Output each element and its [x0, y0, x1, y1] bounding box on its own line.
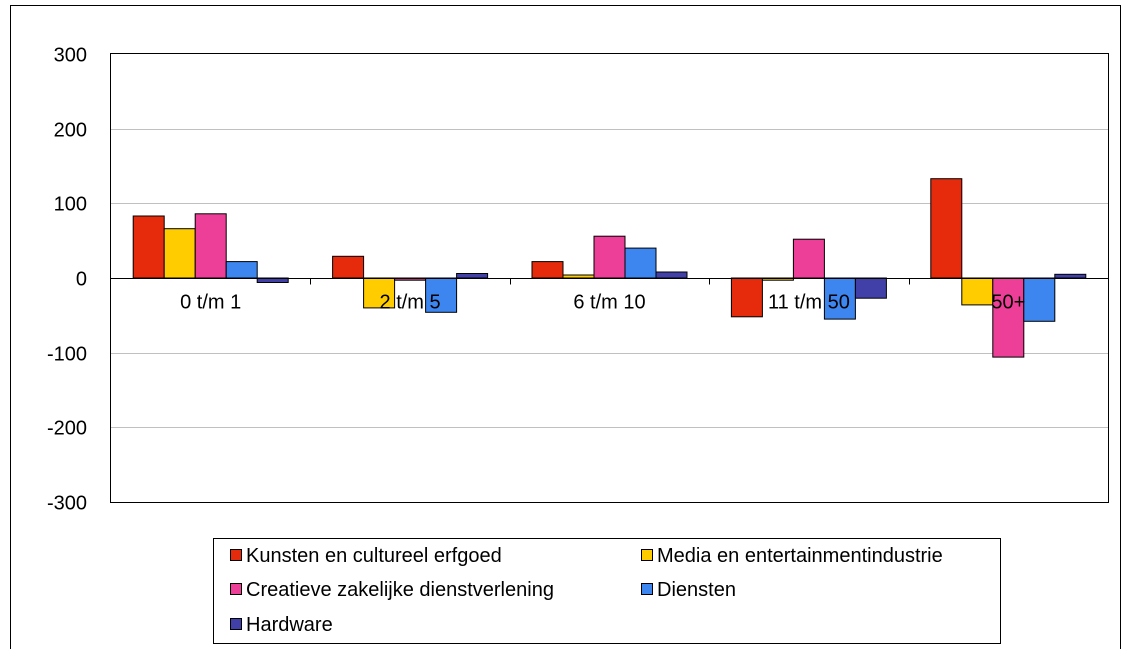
- legend-swatch: [641, 549, 653, 561]
- bars: [132, 178, 1087, 358]
- bar: [132, 215, 165, 279]
- bar: [332, 255, 365, 279]
- x-axis-tick-labels: 0 t/m 1 2 t/m 5 6 t/m 10 11 t/m 50 50+: [180, 292, 1025, 314]
- legend-swatch: [230, 618, 242, 630]
- legend-label: Hardware: [246, 614, 333, 636]
- x-tick-label: 2 t/m 5: [380, 292, 441, 314]
- y-axis-tick-labels: 300 200 100 0 -100 -200 -300: [47, 45, 87, 515]
- bar: [593, 235, 626, 279]
- bar: [531, 261, 564, 279]
- bar: [562, 274, 595, 279]
- legend: Kunsten en cultureel erfgoed Media en ent…: [230, 545, 943, 636]
- x-tick-label: 6 t/m 10: [573, 292, 645, 314]
- legend-box: [213, 538, 1001, 644]
- bar: [425, 277, 458, 313]
- bar: [456, 273, 489, 279]
- bar: [363, 277, 396, 309]
- y-tick-label: -200: [47, 418, 87, 440]
- x-tick-label: 0 t/m 1: [180, 292, 241, 314]
- bar: [1023, 277, 1056, 322]
- bar: [624, 247, 657, 279]
- bar: [1054, 273, 1087, 279]
- y-tick-label: 200: [54, 120, 87, 142]
- bar: [823, 277, 856, 320]
- bar: [792, 238, 825, 279]
- legend-swatch: [230, 549, 242, 561]
- x-tick-label: 50+: [991, 292, 1025, 314]
- x-tick-label: 11 t/m 50: [768, 292, 850, 314]
- bar: [854, 277, 887, 299]
- y-tick-label: 300: [54, 45, 87, 67]
- legend-label: Creatieve zakelijke dienstverlening: [246, 579, 554, 601]
- bar: [225, 261, 258, 279]
- y-tick-label: -300: [47, 493, 87, 515]
- legend-label: Diensten: [657, 579, 736, 601]
- bar: [163, 228, 196, 279]
- legend-swatch: [230, 583, 242, 595]
- bar: [961, 277, 994, 306]
- y-tick-label: 100: [54, 194, 87, 216]
- bar: [194, 213, 227, 279]
- legend-swatch: [641, 583, 653, 595]
- y-tick-label: 0: [76, 269, 87, 291]
- bar: [930, 178, 963, 279]
- legend-label: Media en entertainmentindustrie: [657, 545, 943, 567]
- bar: [730, 277, 763, 318]
- bar: [992, 277, 1025, 358]
- bar: [655, 271, 688, 279]
- legend-label: Kunsten en cultureel erfgoed: [246, 545, 502, 567]
- y-tick-label: -100: [47, 344, 87, 366]
